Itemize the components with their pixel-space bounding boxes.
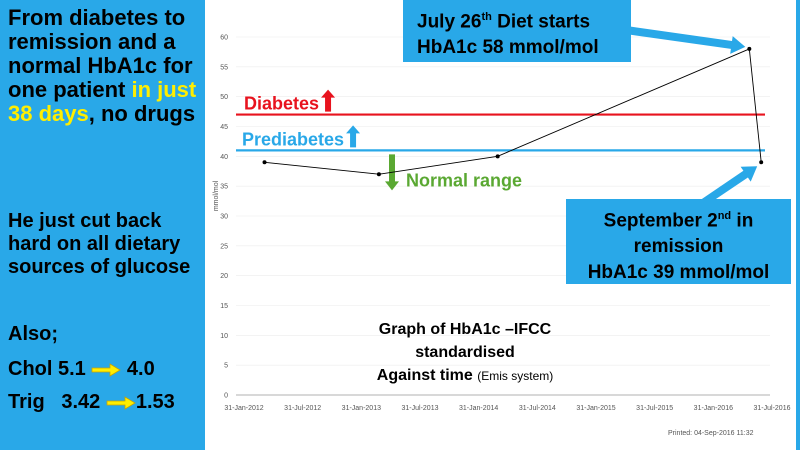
x-tick-label: 31-Jan-2015 bbox=[576, 405, 615, 412]
trig-label: Trig 3.42 bbox=[8, 391, 101, 413]
y-tick-label: 45 bbox=[220, 124, 228, 131]
y-tick-label: 35 bbox=[220, 184, 228, 191]
x-tick-label: 31-Jan-2012 bbox=[224, 405, 263, 412]
headline-highlight: in just 38 days bbox=[8, 77, 197, 126]
july-callout: July 26th Diet starts HbA1c 58 mmol/mol bbox=[403, 0, 631, 62]
threshold-label-diabetes: Diabetes bbox=[244, 94, 319, 114]
sept-callout-line2: remission bbox=[633, 236, 724, 258]
x-tick-label: 31-Jul-2015 bbox=[636, 405, 673, 412]
caption-line1: Graph of HbA1c –IFCC standardised bbox=[378, 321, 552, 361]
sept-callout-line1: September 2nd in bbox=[603, 210, 754, 232]
callout-arrow-july bbox=[625, 26, 746, 54]
chol-label: Chol 5.1 bbox=[8, 358, 86, 380]
x-tick-label: 31-Jan-2014 bbox=[459, 405, 498, 412]
trig-value: 1.53 bbox=[135, 391, 175, 413]
right-border bbox=[796, 0, 800, 450]
data-point bbox=[747, 46, 752, 51]
y-tick-label: 40 bbox=[220, 154, 228, 161]
sept-callout-line3: HbA1c 39 mmol/mol bbox=[587, 262, 770, 284]
y-tick-label: 60 bbox=[220, 35, 228, 42]
y-tick-label: 30 bbox=[220, 214, 228, 221]
headline-end: , no drugs bbox=[88, 101, 196, 126]
right-arrow-icon bbox=[91, 363, 122, 377]
threshold-label-prediabetes: Prediabetes bbox=[242, 129, 344, 149]
x-tick-label: 31-Jul-2016 bbox=[754, 405, 791, 412]
x-tick-label: 31-Jul-2013 bbox=[402, 405, 439, 412]
y-tick-label: 10 bbox=[220, 333, 228, 340]
y-tick-labels: 0 5 10 15 20 25 30 35 40 45 50 55 60 bbox=[220, 35, 228, 400]
up-arrow-icon bbox=[321, 89, 336, 112]
data-point bbox=[759, 160, 764, 165]
july-callout-line2: HbA1c 58 mmol/mol bbox=[417, 37, 599, 59]
data-point bbox=[262, 160, 267, 165]
july-callout-line1: July 26th Diet starts bbox=[417, 11, 591, 33]
printed-timestamp: Printed: 04-Sep-2016 11:32 bbox=[668, 430, 754, 437]
y-tick-label: 20 bbox=[220, 273, 228, 280]
data-point bbox=[376, 172, 381, 177]
y-tick-label: 50 bbox=[220, 94, 228, 101]
callout-arrow-september bbox=[697, 166, 758, 209]
x-tick-labels: 31-Jan-2012 31-Jul-2012 31-Jan-2013 31-Jul-… bbox=[224, 405, 790, 412]
caption-line2: Against time (Emis system) bbox=[376, 367, 554, 384]
x-tick-label: 31-Jan-2013 bbox=[342, 405, 381, 412]
normal-range-label: Normal range bbox=[406, 170, 522, 190]
y-tick-label: 55 bbox=[220, 64, 228, 71]
chol-value: 4.0 bbox=[126, 358, 155, 380]
series-path bbox=[264, 48, 762, 175]
trig-row: Trig 3.42 1.53 bbox=[8, 390, 175, 414]
up-arrow-icon bbox=[346, 125, 361, 148]
also-label: Also; bbox=[8, 323, 58, 345]
x-tick-label: 31-Jan-2016 bbox=[694, 405, 733, 412]
y-axis-label: mmol/mol bbox=[213, 180, 220, 211]
callout-arrows bbox=[625, 26, 758, 209]
y-tick-label: 15 bbox=[220, 303, 228, 310]
x-tick-label: 31-Jul-2014 bbox=[519, 405, 556, 412]
body-text: He just cut back hard on all dietary sou… bbox=[8, 210, 191, 278]
series-line bbox=[262, 46, 764, 177]
y-tick-label: 0 bbox=[224, 393, 228, 400]
x-tick-label: 31-Jul-2012 bbox=[284, 405, 321, 412]
chart-caption: Graph of HbA1c –IFCC standardised Agains… bbox=[330, 318, 600, 388]
y-tick-label: 25 bbox=[220, 243, 228, 250]
data-point bbox=[495, 154, 500, 159]
right-arrow-icon bbox=[106, 396, 136, 410]
chol-row: Chol 5.1 4.0 bbox=[8, 357, 155, 381]
threshold-lines: Diabetes Prediabetes Normal range bbox=[236, 89, 765, 191]
y-tick-label: 5 bbox=[224, 363, 228, 370]
sidebar-panel bbox=[0, 0, 205, 450]
september-callout: September 2nd in remission HbA1c 39 mmol… bbox=[566, 199, 791, 284]
headline-text: From diabetes to remission and a normal … bbox=[8, 5, 193, 102]
headline: From diabetes to remission and a normal … bbox=[8, 6, 203, 126]
